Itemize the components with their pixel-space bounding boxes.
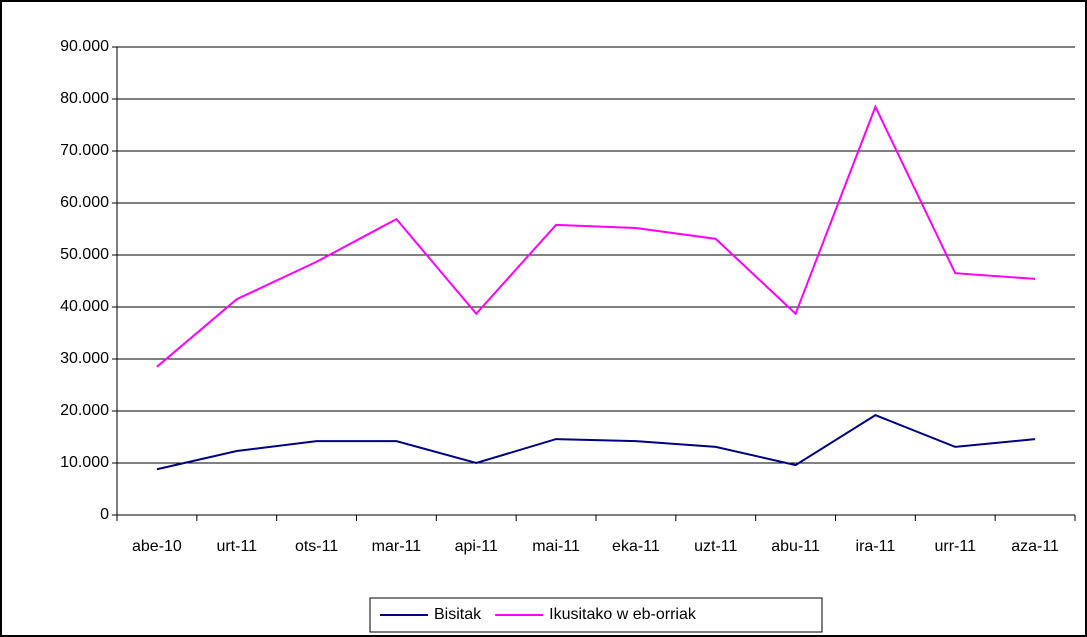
series-line [156,104,1036,368]
y-tick-label: 70.000 [60,142,109,159]
y-tick-label: 50.000 [60,246,109,263]
x-tick-label: ots-11 [295,538,338,555]
x-tick-label: urt-11 [216,538,257,555]
x-tick-label: ira-11 [856,538,896,555]
legend-label: Bisitak [434,606,482,623]
x-tick-label: mar-11 [372,538,422,555]
y-tick-label: 60.000 [60,194,109,211]
x-tick-label: uzt-11 [694,538,737,555]
series-line [156,414,1036,471]
y-tick-label: 30.000 [60,350,109,367]
x-tick-label: abe-10 [132,538,182,555]
y-tick-label: 20.000 [60,402,109,419]
y-tick-label: 40.000 [60,298,109,315]
x-tick-label: aza-11 [1011,538,1059,555]
y-tick-label: 90.000 [60,38,109,55]
y-tick-label: 10.000 [60,454,109,471]
y-tick-label: 0 [100,506,109,523]
x-tick-label: eka-11 [612,538,660,555]
y-tick-label: 80.000 [60,90,109,107]
legend-label: Ikusitako w eb-orriak [549,606,697,623]
legend-box [369,597,823,633]
x-tick-label: mai-11 [532,538,580,555]
x-tick-label: api-11 [455,538,498,555]
x-tick-label: abu-11 [771,538,820,555]
x-tick-label: urr-11 [935,538,977,555]
